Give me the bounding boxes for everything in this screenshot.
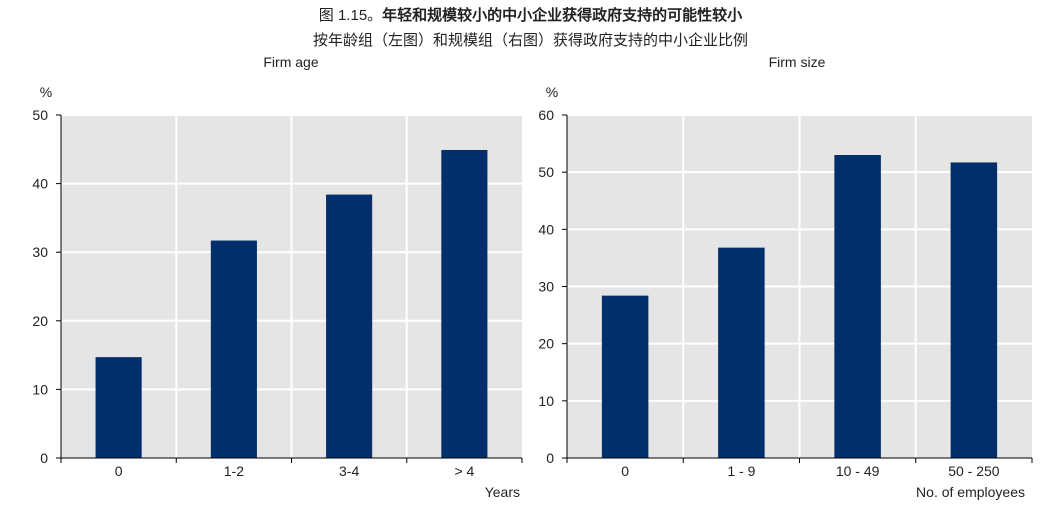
y-tick-label: 10 [538, 393, 554, 409]
x-tick-label: 50 - 250 [948, 463, 1000, 479]
x-tick-label: 10 - 49 [836, 463, 880, 479]
firm-age-panel: 0 10 20 30 40 50 0 1-2 3-4 > 4 Firm age% Years [32, 54, 523, 500]
bar-age-0 [95, 357, 142, 458]
y-axis-label: % [546, 84, 558, 100]
y-tick-label: 10 [32, 381, 48, 397]
x-axis-label: No. of employees [916, 484, 1025, 500]
y-tick-label: 50 [538, 164, 554, 180]
y-tick-label: 0 [40, 450, 48, 466]
bar-age-2 [326, 194, 373, 459]
x-tick-label: 0 [621, 463, 629, 479]
y-tick-label: 50 [32, 107, 48, 123]
figure-title: 图 1.15。年轻和规模较小的中小企业获得政府支持的可能性较小 [0, 4, 1061, 25]
y-tick-label: 40 [538, 221, 554, 237]
figure-subtitle: 按年龄组（左图）和规模组（右图）获得政府支持的中小企业比例 [312, 32, 748, 49]
y-tick-label: 20 [538, 336, 554, 352]
bar-age-3 [441, 149, 488, 458]
bar-size-1 [718, 247, 765, 458]
x-tick-label: 1-2 [224, 463, 244, 479]
panel-title: Firm age [263, 54, 318, 70]
y-tick-label: 30 [538, 279, 554, 295]
figure-title-text: 年轻和规模较小的中小企业获得政府支持的可能性较小 [382, 7, 743, 24]
bar-size-2 [834, 155, 881, 458]
bar-size-3 [950, 162, 998, 458]
bar-age-1 [210, 240, 257, 458]
x-tick-label: 1 - 9 [727, 463, 755, 479]
x-tick-label: 3-4 [339, 463, 359, 479]
y-tick-label: 20 [32, 313, 48, 329]
y-tick-label: 60 [538, 107, 554, 123]
x-axis-label: Years [485, 484, 520, 500]
y-tick-label: 0 [546, 450, 554, 466]
figure-number: 图 1.15。 [318, 7, 383, 24]
bar-size-0 [601, 295, 649, 458]
y-tick-label: 40 [32, 176, 48, 192]
x-tick-label: > 4 [454, 463, 474, 479]
panel-title: Firm size [769, 54, 826, 70]
y-axis-label: % [40, 84, 52, 100]
firm-size-panel: 0 10 20 30 40 50 60 0 1 - 9 10 - 49 50 - 250 Firm s… [538, 54, 1033, 500]
y-tick-label: 30 [32, 244, 48, 260]
x-tick-label: 0 [115, 463, 123, 479]
